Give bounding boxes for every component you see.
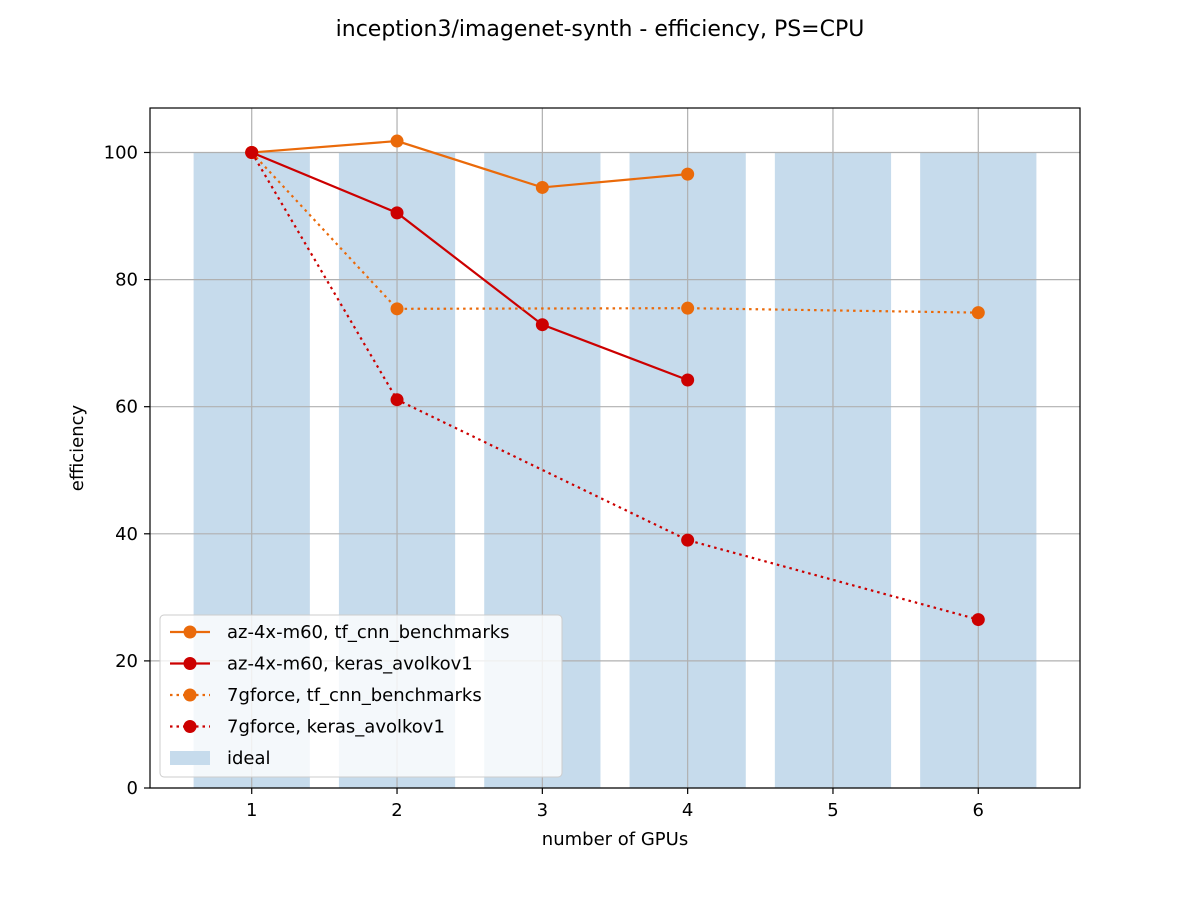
legend-swatch xyxy=(170,751,210,765)
data-point xyxy=(971,613,985,627)
legend-marker xyxy=(183,625,197,639)
series-line xyxy=(251,151,689,382)
x-tick-label: 3 xyxy=(537,800,548,821)
legend-marker xyxy=(183,688,197,702)
legend-box xyxy=(159,614,563,778)
data-point xyxy=(681,167,695,181)
data-point xyxy=(535,318,549,332)
legend-label: 7gforce, tf_cnn_benchmarks xyxy=(227,685,482,706)
series-line xyxy=(251,139,688,189)
legend-marker xyxy=(183,657,197,670)
data-point xyxy=(390,206,404,220)
series-lines xyxy=(245,134,985,627)
y-tick-label: 80 xyxy=(115,270,138,291)
series-line xyxy=(250,151,979,314)
x-axis-label: number of GPUs xyxy=(542,829,688,850)
y-tick-label: 60 xyxy=(115,397,138,418)
y-tick-label: 0 xyxy=(127,778,138,799)
legend-marker xyxy=(183,720,197,733)
legend-label: 7gforce, keras_avolkov1 xyxy=(227,717,445,738)
data-point xyxy=(390,393,404,407)
legend-label: az-4x-m60, keras_avolkov1 xyxy=(227,654,473,675)
x-tick-label: 4 xyxy=(682,800,693,821)
x-tick-label: 5 xyxy=(827,800,838,821)
x-tick-label: 1 xyxy=(246,800,257,821)
y-tick-label: 40 xyxy=(115,524,138,545)
data-point xyxy=(681,533,695,547)
y-tick-label: 100 xyxy=(104,142,138,163)
plot-frame xyxy=(149,107,1081,789)
data-point xyxy=(535,180,549,194)
data-point xyxy=(971,306,985,320)
legend-label: ideal xyxy=(227,748,271,769)
data-point xyxy=(390,302,404,316)
legend: az-4x-m60, tf_cnn_benchmarks az-4x-m60, k… xyxy=(159,614,563,778)
data-point xyxy=(390,134,404,148)
data-point xyxy=(245,145,259,159)
y-tick-label: 20 xyxy=(115,651,138,672)
chart-title: inception3/imagenet-synth - efficiency, … xyxy=(336,17,865,42)
y-axis-label: efficiency xyxy=(67,404,88,491)
series-line xyxy=(250,151,979,621)
x-tick-label: 2 xyxy=(391,800,402,821)
data-point xyxy=(681,301,695,315)
legend-label: az-4x-m60, tf_cnn_benchmarks xyxy=(227,622,510,643)
x-tick-label: 6 xyxy=(973,800,984,821)
data-point xyxy=(681,373,695,387)
